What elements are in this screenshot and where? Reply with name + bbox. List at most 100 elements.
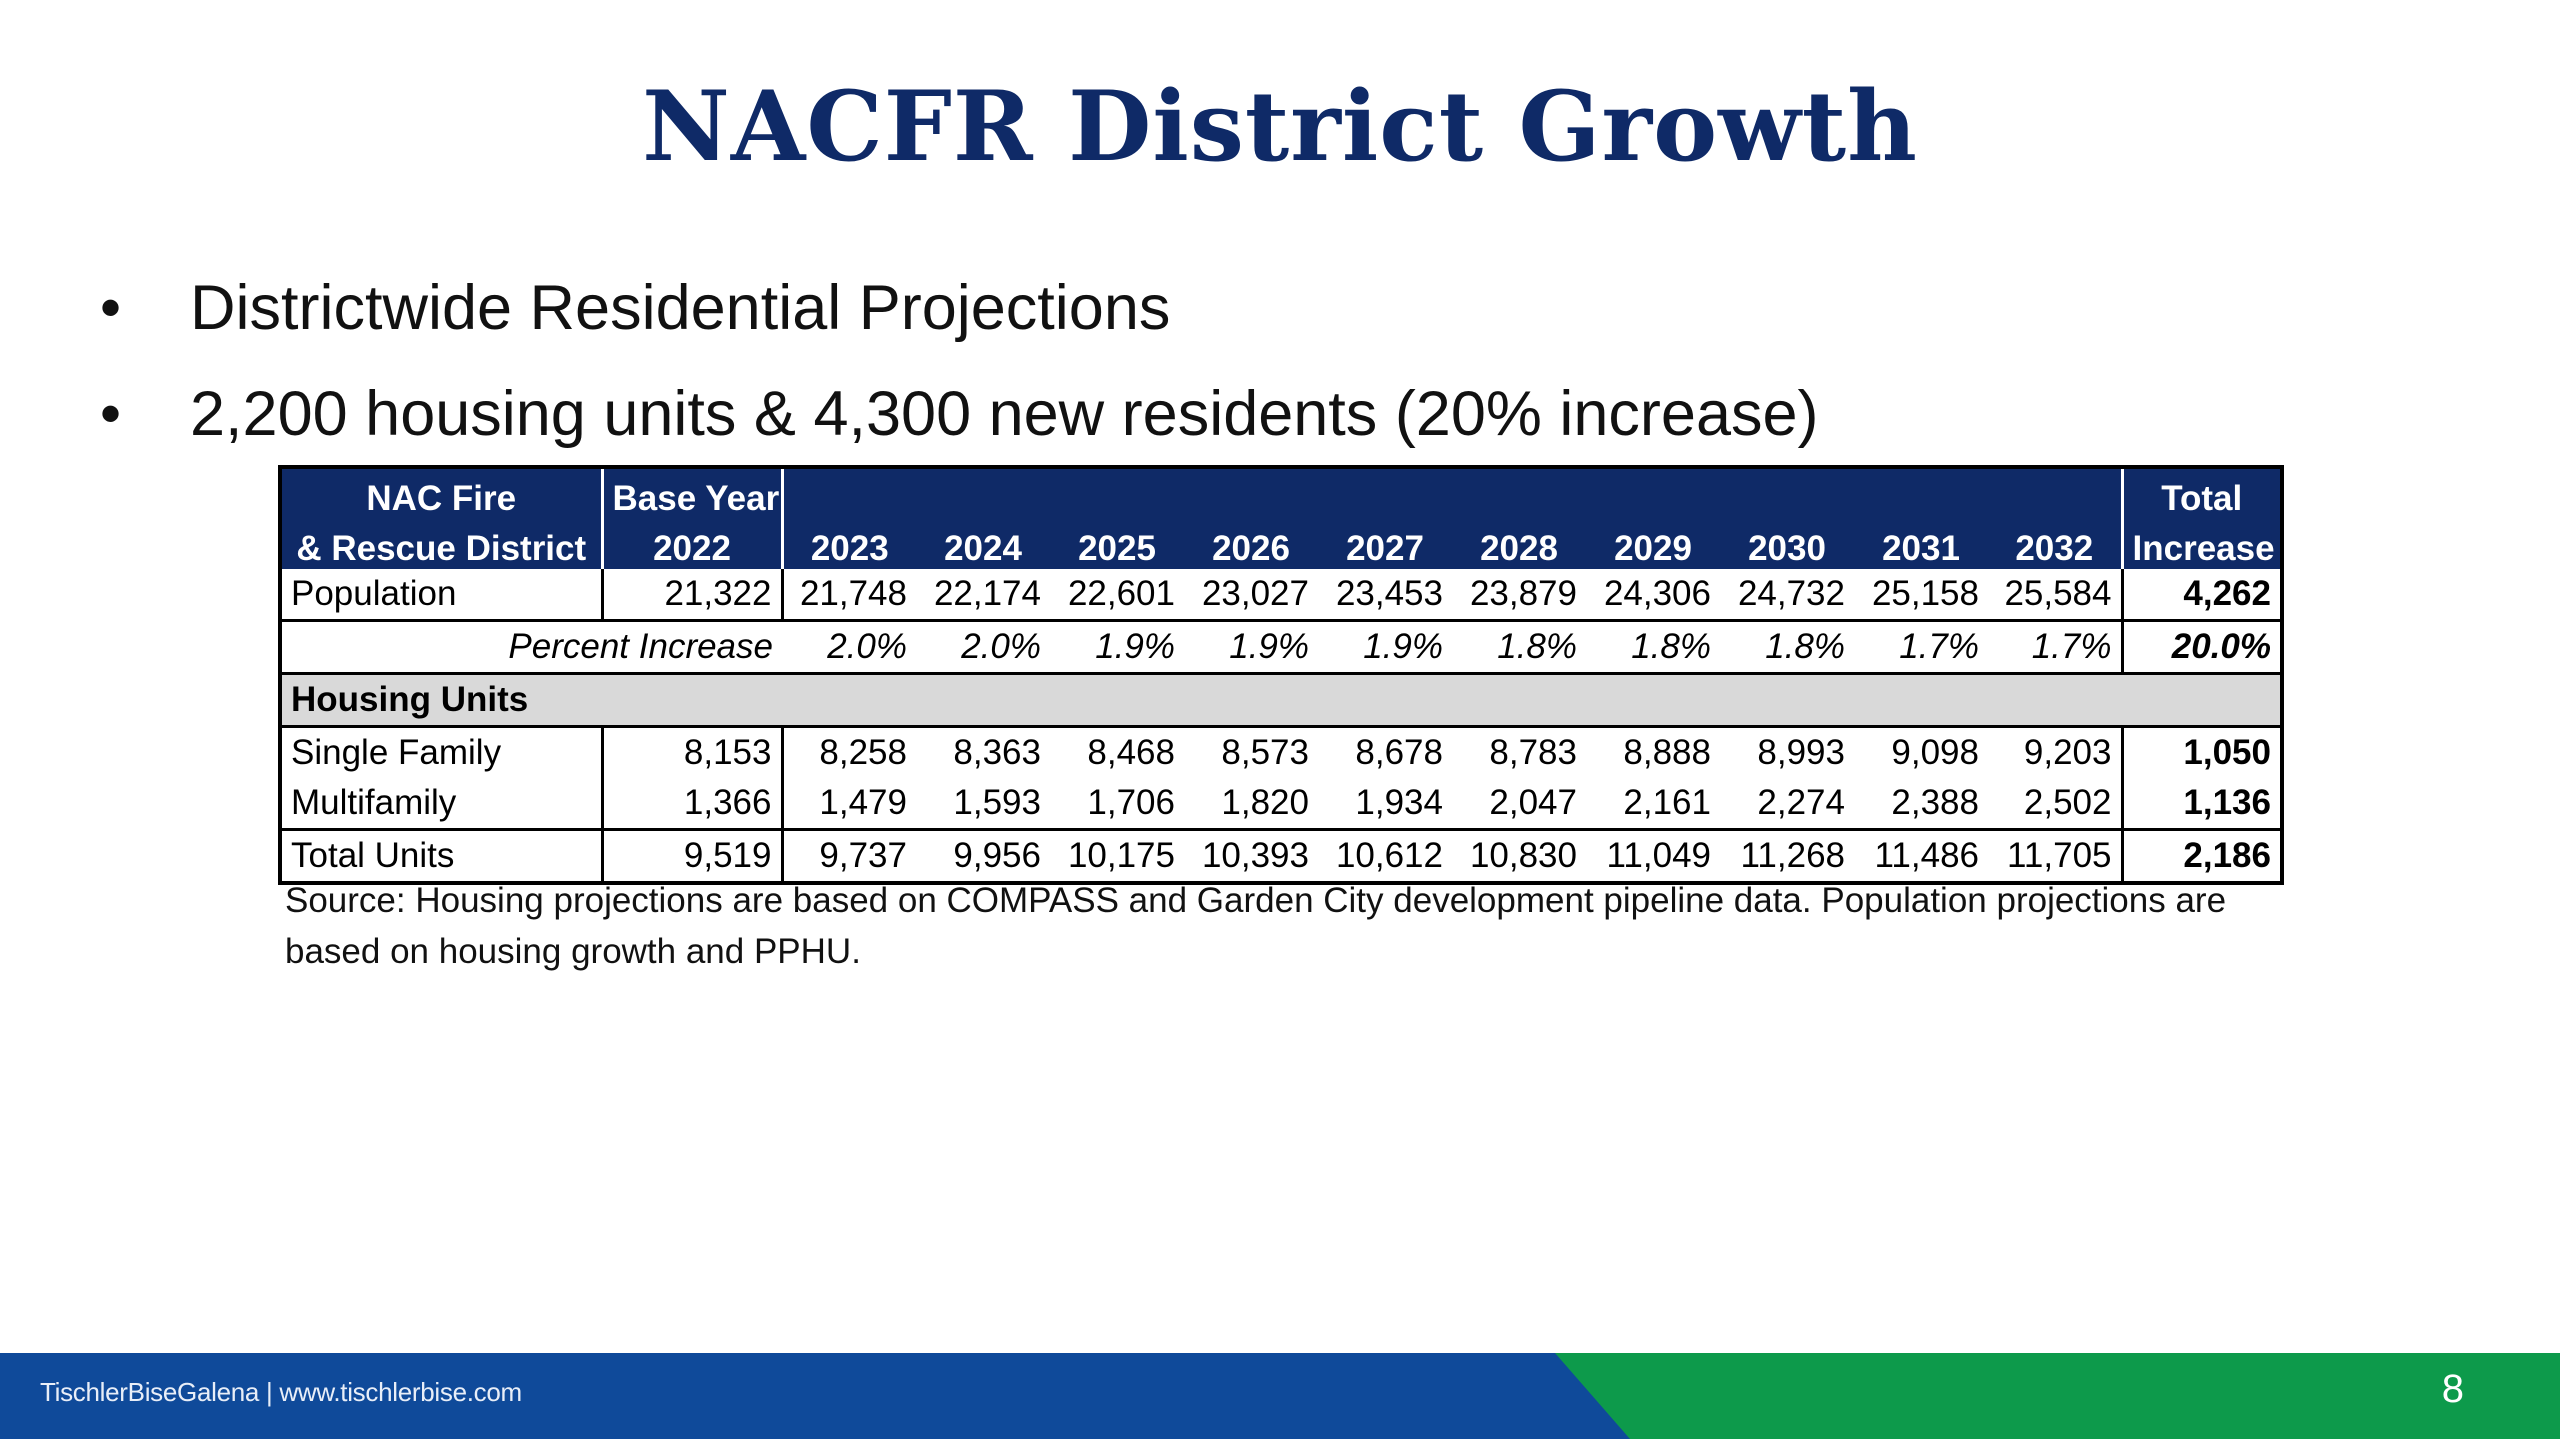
cell-value: 2,388 bbox=[1891, 783, 1979, 822]
header-year: 2023 bbox=[780, 519, 916, 569]
header-base-year: 2022 bbox=[600, 519, 782, 569]
cell-value: 8,993 bbox=[1720, 725, 1854, 778]
cell-value: 1,934 bbox=[1355, 783, 1443, 822]
cell-base: 8,153 bbox=[600, 725, 782, 778]
cell-value: 11,705 bbox=[1988, 828, 2124, 883]
cell-value: 2,502 bbox=[1988, 778, 2124, 830]
cell-value: 10,830 bbox=[1452, 828, 1586, 883]
cell-value: 8,468 bbox=[1050, 725, 1184, 778]
footer-brand-text: TischlerBiseGalena | www.tischlerbise.co… bbox=[40, 1377, 522, 1407]
table-row-single-family: Single Family 8,153 8,258 8,363 8,468 8,… bbox=[280, 725, 2282, 778]
cell-total: 2,186 bbox=[2122, 828, 2282, 883]
cell-total: 4,262 bbox=[2183, 574, 2271, 613]
source-note: Source: Housing projections are based on… bbox=[285, 881, 2227, 971]
table-row-percent-increase: Percent Increase 2.0% 2.0% 1.9% 1.9% 1.9… bbox=[280, 619, 2282, 674]
bullet-item: • 2,200 housing units & 4,300 new residen… bbox=[100, 361, 1819, 467]
cell-value: 8,363 bbox=[916, 725, 1050, 778]
cell-value: 11,049 bbox=[1586, 828, 1720, 883]
cell-value: 1,593 bbox=[953, 783, 1041, 822]
header-year: 2030 bbox=[1720, 519, 1854, 569]
cell-value: 1.8% bbox=[1720, 619, 1854, 674]
cell-value: 10,175 bbox=[1050, 828, 1184, 883]
section-label: Housing Units bbox=[280, 672, 2282, 727]
footer-bar: TischlerBiseGalena | www.tischlerbise.co… bbox=[0, 1353, 2560, 1439]
bullet-list: • Districtwide Residential Projections • 2… bbox=[100, 255, 1819, 467]
header-year: 2032 bbox=[1988, 519, 2124, 569]
cell-value: 11,268 bbox=[1720, 828, 1854, 883]
table-row-section-housing: Housing Units bbox=[280, 672, 2282, 727]
cell-value: 1,706 bbox=[1087, 783, 1175, 822]
bullet-text: Districtwide Residential Projections bbox=[190, 273, 1171, 343]
cell-value: 8,258 bbox=[780, 725, 916, 778]
table-header-row: & Rescue District 2022 2023 2024 2025 20… bbox=[280, 519, 2282, 569]
cell-value: 23,453 bbox=[1335, 574, 1443, 613]
row-label: Single Family bbox=[280, 725, 602, 778]
cell-value: 8,783 bbox=[1452, 725, 1586, 778]
cell-base: 21,322 bbox=[600, 569, 782, 621]
cell-value: 9,098 bbox=[1854, 725, 1988, 778]
cell-value: 22,601 bbox=[1067, 574, 1175, 613]
cell-total: 1,050 bbox=[2122, 725, 2282, 778]
cell-total: 1,136 bbox=[2183, 783, 2271, 822]
cell-base: 1,366 bbox=[600, 778, 782, 830]
cell-value: 1,479 bbox=[780, 778, 916, 830]
header-district-line2: & Rescue District bbox=[280, 519, 602, 569]
cell-value: 24,306 bbox=[1603, 574, 1711, 613]
header-total-line1: Total bbox=[2122, 467, 2282, 519]
cell-value: 2.0% bbox=[782, 619, 916, 674]
cell-value: 1,820 bbox=[1221, 783, 1309, 822]
slide-title: NACFR District Growth bbox=[642, 70, 1918, 183]
cell-value: 22,174 bbox=[933, 574, 1041, 613]
header-total-line2: Increase bbox=[2122, 519, 2282, 569]
cell-value: 9,956 bbox=[916, 828, 1050, 883]
cell-value: 8,678 bbox=[1318, 725, 1452, 778]
cell-value: 25,584 bbox=[1988, 569, 2124, 621]
cell-value: 1.9% bbox=[1318, 619, 1452, 674]
cell-value: 2,161 bbox=[1623, 783, 1711, 822]
cell-value: 2,047 bbox=[1489, 783, 1577, 822]
cell-value: 10,612 bbox=[1318, 828, 1452, 883]
cell-value: 1.9% bbox=[1050, 619, 1184, 674]
cell-value: 11,486 bbox=[1854, 828, 1988, 883]
cell-value: 25,158 bbox=[1871, 574, 1979, 613]
header-district-line1: NAC Fire bbox=[280, 467, 602, 519]
cell-value: 9,737 bbox=[780, 828, 916, 883]
header-year: 2028 bbox=[1452, 519, 1586, 569]
cell-total: 20.0% bbox=[2122, 619, 2282, 674]
row-label: Multifamily bbox=[291, 783, 457, 822]
cell-value: 1.7% bbox=[1988, 619, 2124, 674]
bullet-item: • Districtwide Residential Projections bbox=[100, 255, 1819, 361]
cell-value: 23,027 bbox=[1201, 574, 1309, 613]
bullet-icon: • bbox=[100, 380, 122, 447]
header-year: 2025 bbox=[1050, 519, 1184, 569]
cell-value: 21,748 bbox=[780, 569, 916, 621]
header-base-line1: Base Year bbox=[600, 467, 782, 519]
table-row-total-units: Total Units 9,519 9,737 9,956 10,175 10,… bbox=[280, 828, 2282, 883]
table-header-row: NAC Fire Base Year Total bbox=[280, 467, 2282, 519]
cell-value: 10,393 bbox=[1184, 828, 1318, 883]
growth-table-wrapper: NAC Fire Base Year Total & Rescue Distri… bbox=[278, 465, 2284, 885]
table-row-population: Population 21,322 21,748 22,174 22,601 2… bbox=[280, 569, 2282, 621]
cell-value: 1.8% bbox=[1586, 619, 1720, 674]
row-label: Population bbox=[291, 574, 457, 613]
header-year: 2027 bbox=[1318, 519, 1452, 569]
footer-blue-band bbox=[0, 1353, 1630, 1439]
row-label: Total Units bbox=[280, 828, 602, 883]
header-year: 2031 bbox=[1854, 519, 1988, 569]
bullet-icon: • bbox=[100, 274, 122, 341]
table-row-multifamily: Multifamily 1,366 1,479 1,593 1,706 1,82… bbox=[280, 778, 2282, 830]
header-year: 2029 bbox=[1586, 519, 1720, 569]
cell-value: 8,888 bbox=[1586, 725, 1720, 778]
bullet-text: 2,200 housing units & 4,300 new resident… bbox=[190, 379, 1819, 449]
cell-value: 1.9% bbox=[1184, 619, 1318, 674]
cell-value: 2,274 bbox=[1757, 783, 1845, 822]
header-year: 2024 bbox=[916, 519, 1050, 569]
header-year: 2026 bbox=[1184, 519, 1318, 569]
cell-value: 8,573 bbox=[1184, 725, 1318, 778]
growth-table: NAC Fire Base Year Total & Rescue Distri… bbox=[278, 465, 2284, 885]
cell-value: 24,732 bbox=[1737, 574, 1845, 613]
cell-value: 2.0% bbox=[916, 619, 1050, 674]
cell-value: 23,879 bbox=[1469, 574, 1577, 613]
cell-value: 1.8% bbox=[1452, 619, 1586, 674]
cell-value: 1.7% bbox=[1854, 619, 1988, 674]
